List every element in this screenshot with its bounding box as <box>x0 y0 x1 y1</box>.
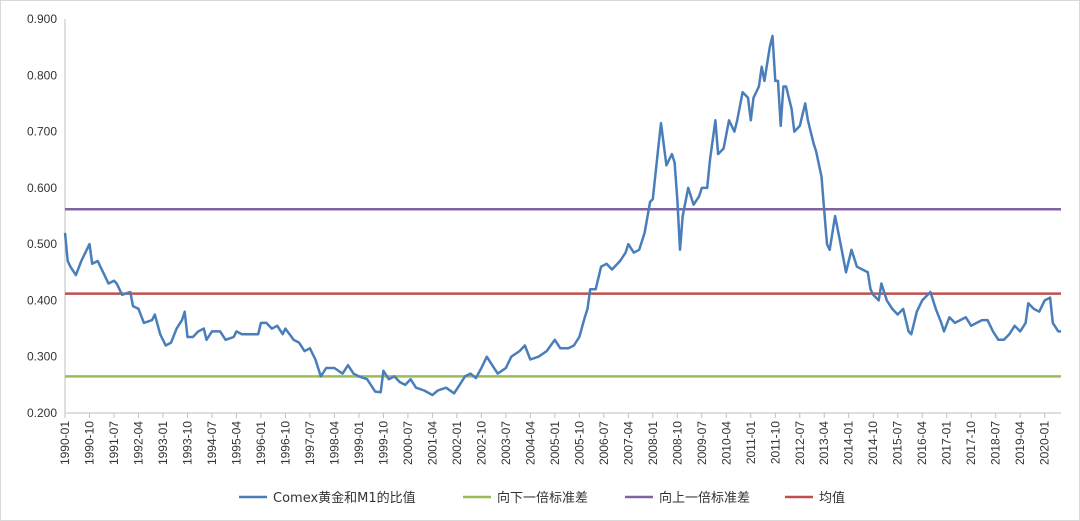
x-tick-label: 2000-07 <box>401 421 415 465</box>
x-tick-label: 1993-10 <box>180 421 194 465</box>
x-tick-label: 2004-04 <box>523 421 537 465</box>
x-tick-label: 2020-01 <box>1038 421 1052 465</box>
x-tick-label: 2011-01 <box>744 421 758 464</box>
x-tick-label: 2007-04 <box>621 421 635 465</box>
x-tick-label: 1996-10 <box>278 421 292 465</box>
x-tick-label: 2015-07 <box>891 421 905 465</box>
legend-label: Comex黄金和M1的比值 <box>273 490 416 506</box>
x-tick-label: 2019-04 <box>1013 421 1027 465</box>
x-tick-label: 2003-07 <box>499 421 513 465</box>
y-tick-label: 0.500 <box>27 237 57 251</box>
y-axis: 0.200 0.300 0.400 0.500 0.600 0.700 0.800 0.900 <box>27 12 66 420</box>
x-tick-label: 2008-10 <box>670 421 684 465</box>
x-tick-label: 1999-01 <box>352 421 366 465</box>
legend: Comex黄金和M1的比值 向下一倍标准差 向上一倍标准差 均值 <box>239 490 845 506</box>
series-line-Comex黄金和M1的比值 <box>63 34 1061 397</box>
y-tick-label: 0.900 <box>27 12 57 26</box>
x-tick-label: 2013-04 <box>817 421 831 465</box>
x-tick-label: 1997-07 <box>303 421 317 465</box>
x-tick-label: 1999-10 <box>376 421 390 465</box>
x-axis: 1990-01 1990-10 1991-07 1992-04 1993-01 1993-… <box>58 412 1061 465</box>
x-tick-label: 2010-04 <box>719 421 733 465</box>
x-tick-label: 1990-10 <box>82 421 96 465</box>
x-tick-label: 2018-07 <box>989 421 1003 465</box>
legend-label: 向下一倍标准差 <box>497 490 588 506</box>
legend-label: 均值 <box>819 490 845 506</box>
x-tick-label: 1990-01 <box>58 421 72 465</box>
x-tick-label: 1998-04 <box>327 421 341 465</box>
legend-label: 向上一倍标准差 <box>659 490 750 506</box>
x-tick-label: 2014-10 <box>866 421 880 465</box>
x-tick-label: 1992-04 <box>131 421 145 465</box>
y-tick-label: 0.700 <box>27 125 57 139</box>
y-tick-label: 0.800 <box>27 68 57 82</box>
x-tick-label: 2009-07 <box>695 421 709 465</box>
x-tick-label: 1994-07 <box>205 421 219 465</box>
x-tick-label: 1995-04 <box>229 421 243 465</box>
x-tick-label: 2005-10 <box>572 421 586 465</box>
y-tick-label: 0.300 <box>27 350 57 364</box>
x-tick-label: 2017-01 <box>940 421 954 465</box>
x-tick-label: 2012-07 <box>793 421 807 465</box>
x-tick-label: 2017-10 <box>964 421 978 465</box>
series-layer <box>63 34 1061 397</box>
x-tick-label: 1993-01 <box>156 421 170 465</box>
x-tick-label: 2008-01 <box>646 421 660 465</box>
x-tick-label: 2006-07 <box>597 421 611 465</box>
x-tick-label: 1991-07 <box>107 421 121 465</box>
y-tick-label: 0.400 <box>27 293 57 307</box>
y-tick-label: 0.600 <box>27 181 57 195</box>
y-tick-label: 0.200 <box>27 406 57 420</box>
x-tick-label: 2001-04 <box>425 421 439 465</box>
x-tick-label: 2002-10 <box>474 421 488 465</box>
x-tick-label: 2005-01 <box>548 421 562 465</box>
x-tick-label: 2016-04 <box>915 421 929 465</box>
x-tick-label: 2014-01 <box>842 421 856 465</box>
x-tick-label: 2002-01 <box>450 421 464 465</box>
x-tick-label: 1996-01 <box>254 421 268 465</box>
x-tick-label: 2011-10 <box>768 421 782 464</box>
